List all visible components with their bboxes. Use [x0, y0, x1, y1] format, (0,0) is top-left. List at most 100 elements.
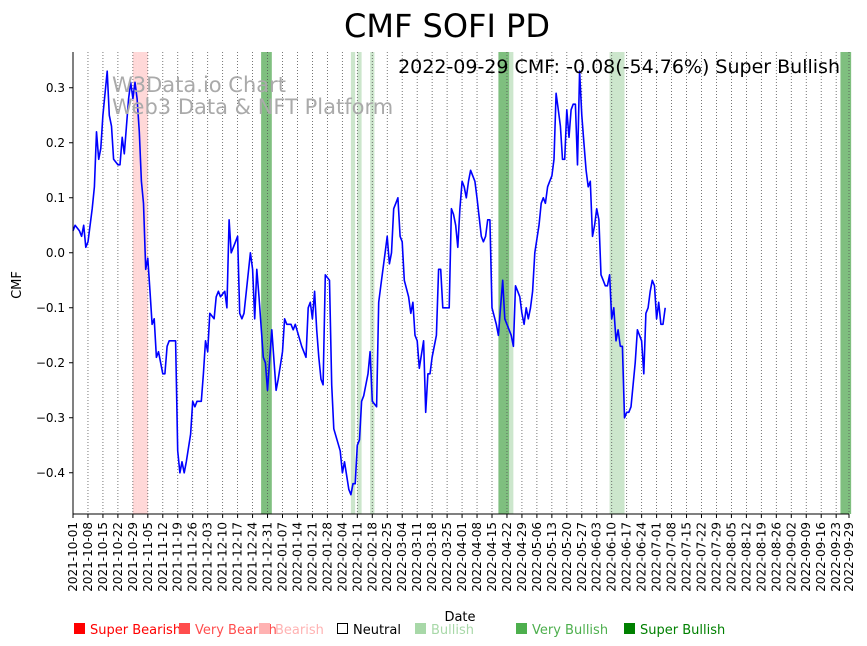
signal-band: [357, 52, 362, 514]
x-tick-label: 2022-07-22: [694, 522, 708, 592]
x-tick-label: 2022-08-12: [739, 522, 753, 592]
x-tick-label: 2022-05-27: [575, 522, 589, 592]
x-tick-label: 2022-01-14: [290, 522, 304, 592]
signal-band: [498, 52, 510, 514]
signal-band: [261, 52, 272, 514]
y-tick-label: −0.2: [36, 356, 65, 370]
x-tick-label: 2021-11-19: [171, 522, 185, 592]
legend-swatch: [516, 623, 527, 634]
x-tick-label: 2021-10-08: [81, 522, 95, 592]
x-tick-label: 2021-12-31: [261, 522, 275, 592]
x-tick-label: 2021-11-05: [141, 522, 155, 592]
x-tick-label: 2021-11-12: [156, 522, 170, 592]
legend-label: Bullish: [431, 623, 474, 638]
y-axis-label: CMF: [10, 271, 25, 299]
x-tick-label: 2022-02-18: [365, 522, 379, 592]
chart-annotation: 2022-09-29 CMF: -0.08(-54.76%) Super Bul…: [398, 56, 840, 78]
x-tick-label: 2022-02-04: [335, 522, 349, 592]
signal-band: [350, 52, 356, 514]
watermark-line1: W3Data.io Chart: [112, 73, 286, 97]
legend-item: Very Bullish: [516, 623, 608, 638]
x-tick-label: 2022-06-10: [605, 522, 619, 592]
chart-title: CMF SOFI PD: [344, 7, 550, 45]
legend-swatch: [337, 623, 348, 634]
x-tick-label: 2022-06-24: [635, 522, 649, 592]
x-tick-label: 2022-08-26: [769, 522, 783, 592]
legend-label: Super Bullish: [640, 623, 725, 638]
legend-swatch: [415, 623, 426, 634]
x-tick-label: 2021-10-15: [96, 522, 110, 592]
x-tick-label: 2022-03-25: [440, 522, 454, 592]
legend-item: Bearish: [259, 623, 324, 638]
x-tick-label: 2021-12-24: [246, 522, 260, 592]
legend-item: Super Bearish: [74, 623, 181, 638]
y-tick-label: 0.0: [46, 246, 65, 260]
x-ticks: 2021-10-01 2021-10-08 2021-10-15 2021-10-22…: [66, 514, 856, 592]
x-tick-label: 2022-09-16: [814, 522, 828, 592]
x-tick-label: 2022-04-08: [470, 522, 484, 592]
x-tick-label: 2021-10-22: [111, 522, 125, 592]
legend-item: Very Bearish: [179, 623, 277, 638]
x-tick-label: 2021-10-01: [66, 522, 80, 592]
x-tick-label: 2022-09-29: [842, 522, 856, 592]
x-tick-label: 2022-05-20: [560, 522, 574, 592]
y-tick-label: −0.1: [36, 301, 65, 315]
x-tick-label: 2022-09-09: [799, 522, 813, 592]
x-tick-label: 2022-08-19: [754, 522, 768, 592]
x-tick-label: 2021-12-03: [201, 522, 215, 592]
cmf-line: [72, 70, 666, 496]
cmf-series: [72, 70, 666, 496]
x-tick-label: 2022-06-17: [620, 522, 634, 592]
watermark-line2: Web3 Data & NFT Platform: [112, 95, 393, 119]
signal-band: [132, 52, 138, 514]
x-tick-label: 2022-07-29: [709, 522, 723, 592]
y-tick-label: 0.1: [46, 191, 65, 205]
x-tick-label: 2022-04-29: [515, 522, 529, 592]
x-tick-label: 2022-05-06: [530, 522, 544, 592]
x-tick-label: 2022-04-15: [485, 522, 499, 592]
legend-label: Super Bearish: [90, 623, 181, 638]
legend-item: Neutral: [337, 623, 401, 638]
x-tick-label: 2022-02-11: [350, 522, 364, 592]
x-tick-label: 2022-09-02: [784, 522, 798, 592]
legend-swatch: [179, 623, 190, 634]
legend-label: Very Bullish: [532, 623, 608, 638]
y-tick-label: −0.4: [36, 466, 65, 480]
x-tick-label: 2022-07-15: [680, 522, 694, 592]
axes: [72, 52, 849, 515]
x-tick-label: 2021-12-17: [231, 522, 245, 592]
x-tick-label: 2022-03-18: [425, 522, 439, 592]
y-tick-label: 0.3: [46, 81, 65, 95]
x-tick-label: 2021-11-26: [186, 522, 200, 592]
x-tick-label: 2022-05-13: [545, 522, 559, 592]
x-tick-label: 2022-09-23: [829, 522, 843, 592]
y-tick-label: −0.3: [36, 411, 65, 425]
legend-item: Bullish: [415, 623, 474, 638]
signal-band: [609, 52, 625, 514]
x-tick-label: 2022-07-01: [650, 522, 664, 592]
x-tick-label: 2022-04-01: [455, 522, 469, 592]
x-tick-label: 2021-12-10: [216, 522, 230, 592]
y-tick-label: 0.2: [46, 136, 65, 150]
x-tick-label: 2022-01-07: [275, 522, 289, 592]
x-tick-label: 2022-06-03: [590, 522, 604, 592]
x-tick-label: 2022-04-22: [500, 522, 514, 592]
signal-band: [506, 52, 514, 514]
legend-swatch: [624, 623, 635, 634]
x-tick-label: 2022-07-08: [665, 522, 679, 592]
legend-swatch: [74, 623, 85, 634]
legend-label: Bearish: [275, 623, 324, 638]
x-tick-label: 2022-08-05: [724, 522, 738, 592]
legend-label: Very Bearish: [195, 623, 277, 638]
x-tick-label: 2022-02-25: [380, 522, 394, 592]
x-axis-label: Date: [444, 610, 475, 625]
x-tick-label: 2022-01-28: [320, 522, 334, 592]
y-ticks: 0.3 0.2 0.1 0.0 −0.1 −0.2 −0.3 −0.4: [36, 81, 73, 480]
legend-item: Super Bullish: [624, 623, 725, 638]
x-tick-label: 2022-03-04: [395, 522, 409, 592]
legend-swatch: [259, 623, 270, 634]
x-tick-label: 2022-03-11: [410, 522, 424, 592]
signal-band: [840, 52, 852, 514]
